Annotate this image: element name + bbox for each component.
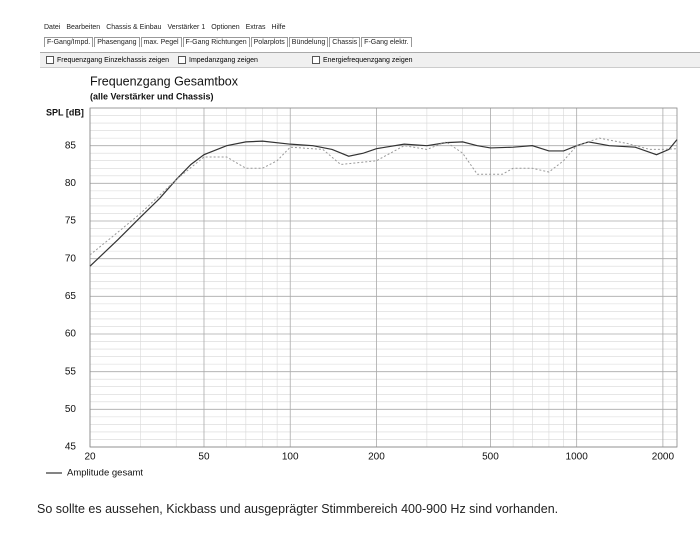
data-line [89, 139, 678, 267]
y-tick-label: 85 [65, 140, 77, 151]
menu-item[interactable]: Chassis & Einbau [106, 24, 162, 31]
plot-frame [89, 107, 678, 448]
y-tick-label: 45 [65, 442, 77, 453]
tab[interactable]: Chassis [329, 37, 361, 47]
chart-subtitle: (alle Verstärker und Chassis) [90, 91, 214, 101]
checkbox-box [312, 56, 320, 64]
tab-bar: F-Gang/Impd. Phasengang max. Pegel F-Gang R… [44, 37, 413, 47]
x-tick-label: 200 [368, 452, 385, 463]
checkbox-bar: Frequenzgang Einzelchassis zeigen Impedan… [40, 52, 700, 68]
checkbox-box [178, 56, 186, 64]
y-tick-label: 75 [65, 216, 77, 227]
tab[interactable]: Phasengang [94, 37, 140, 47]
checkbox-label: Energiefrequenzgang zeigen [323, 56, 413, 64]
y-tick-label: 65 [65, 291, 77, 302]
tab[interactable]: F-Gang/Impd. [44, 37, 94, 47]
x-tick-label: 1000 [566, 452, 589, 463]
x-tick-label: 2000 [652, 452, 675, 463]
menu-item[interactable]: Bearbeiten [66, 24, 101, 31]
chart-title: Frequenzgang Gesamtbox [90, 74, 239, 88]
menu-item[interactable]: Verstärker 1 [167, 24, 206, 31]
menu-item[interactable]: Hilfe [271, 24, 286, 31]
y-axis-label: SPL [dB] [46, 107, 84, 117]
checkbox[interactable]: Impedanzgang zeigen [178, 56, 258, 64]
menu-bar: Datei Bearbeiten Chassis & Einbau Verstärke… [44, 24, 286, 31]
tab[interactable]: F-Gang Richtungen [182, 37, 250, 47]
y-tick-label: 60 [65, 329, 77, 340]
tab[interactable]: max. Pegel [140, 37, 182, 47]
menu-item[interactable]: Extras [245, 24, 266, 31]
y-tick-label: 55 [65, 366, 77, 377]
menu-item[interactable]: Datei [44, 24, 61, 31]
data-line [89, 137, 678, 256]
caption: So sollte es aussehen, Kickbass und ausg… [37, 502, 559, 516]
tab[interactable]: F-Gang elektr. [361, 37, 412, 47]
x-tick-label: 20 [84, 452, 96, 463]
y-tick-label: 70 [65, 253, 77, 264]
checkbox-label: Frequenzgang Einzelchassis zeigen [57, 56, 170, 64]
checkbox[interactable]: Frequenzgang Einzelchassis zeigen [46, 56, 169, 64]
checkbox-box [46, 56, 54, 64]
menu-item[interactable]: Optionen [211, 24, 240, 31]
tab[interactable]: Bündelung [288, 37, 329, 47]
x-tick-label: 500 [482, 452, 499, 463]
checkbox[interactable]: Energiefrequenzgang zeigen [312, 56, 413, 64]
y-tick-label: 80 [65, 178, 77, 189]
tab[interactable]: Polarplots [250, 37, 288, 47]
y-tick-label: 50 [65, 404, 77, 415]
legend-label: Amplitude gesamt [67, 468, 143, 479]
x-tick-label: 100 [282, 452, 299, 463]
x-tick-label: 50 [198, 452, 210, 463]
chart: Frequenzgang Gesamtbox (alle Verstärker … [46, 74, 678, 479]
checkbox-label: Impedanzgang zeigen [189, 56, 258, 64]
